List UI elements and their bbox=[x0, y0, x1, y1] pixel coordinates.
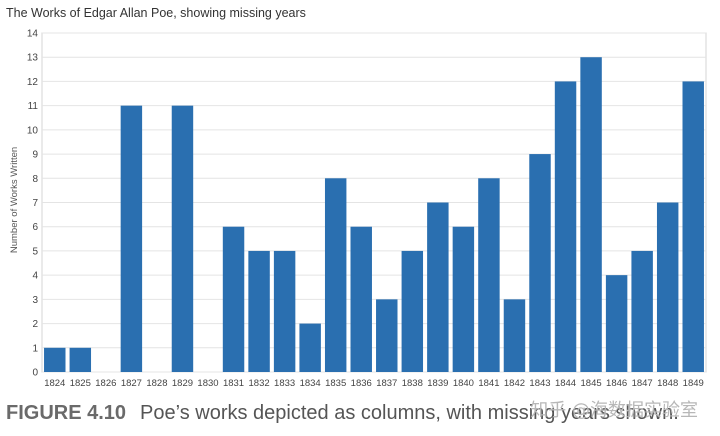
bar-1849 bbox=[682, 81, 704, 372]
x-tick-label: 1824 bbox=[44, 378, 65, 389]
bar-1827 bbox=[120, 105, 143, 373]
y-tick-label: 0 bbox=[32, 368, 38, 379]
bar-1837 bbox=[376, 299, 398, 372]
x-tick-label: 1829 bbox=[172, 378, 193, 389]
y-tick-label: 9 bbox=[32, 150, 38, 161]
x-axis-ticks: 1824 1825 1826 1827 1828 1829 1830 1831 1832 1833… bbox=[44, 378, 704, 389]
bar-1835 bbox=[324, 178, 347, 372]
y-tick-label: 12 bbox=[27, 77, 39, 88]
y-tick-label: 14 bbox=[27, 29, 39, 40]
y-tick-label: 4 bbox=[32, 271, 38, 282]
x-tick-label: 1840 bbox=[453, 378, 474, 389]
x-tick-label: 1837 bbox=[376, 378, 397, 389]
x-tick-label: 1841 bbox=[478, 378, 499, 389]
bar-1838 bbox=[401, 250, 424, 372]
y-tick-label: 13 bbox=[27, 53, 39, 64]
x-tick-label: 1849 bbox=[683, 378, 704, 389]
bar-1839 bbox=[427, 202, 449, 372]
y-tick-label: 1 bbox=[32, 343, 38, 354]
bar-1833 bbox=[273, 250, 296, 372]
bar-1843 bbox=[529, 154, 551, 372]
figure-label: FIGURE 4.10 bbox=[6, 402, 127, 424]
x-tick-label: 1836 bbox=[351, 378, 372, 389]
y-axis-label: Number of Works Written bbox=[9, 147, 20, 253]
x-tick-label: 1843 bbox=[529, 378, 550, 389]
bar-1842 bbox=[503, 299, 526, 372]
bar-1824 bbox=[44, 347, 66, 372]
bar-1846 bbox=[605, 275, 628, 372]
y-tick-label: 6 bbox=[32, 222, 38, 233]
x-tick-label: 1842 bbox=[504, 378, 525, 389]
y-tick-label: 11 bbox=[28, 101, 39, 112]
x-tick-label: 1845 bbox=[581, 378, 602, 389]
y-tick-label: 7 bbox=[32, 198, 38, 209]
bar-1841 bbox=[478, 178, 500, 372]
x-tick-label: 1835 bbox=[325, 378, 346, 389]
chart-title: The Works of Edgar Allan Poe, showing mi… bbox=[6, 6, 306, 20]
x-tick-label: 1827 bbox=[121, 378, 142, 389]
bar-1831 bbox=[222, 226, 245, 372]
bar-1832 bbox=[248, 250, 270, 372]
bar-1848 bbox=[656, 202, 679, 372]
x-tick-label: 1844 bbox=[555, 378, 576, 389]
bar-1834 bbox=[299, 323, 321, 372]
x-tick-label: 1847 bbox=[632, 378, 653, 389]
bar-1847 bbox=[631, 250, 653, 372]
x-tick-label: 1826 bbox=[95, 378, 116, 389]
bar-1840 bbox=[452, 226, 475, 372]
x-tick-label: 1825 bbox=[70, 378, 91, 389]
bar-1825 bbox=[69, 347, 92, 372]
x-tick-label: 1831 bbox=[223, 378, 244, 389]
y-tick-label: 8 bbox=[32, 174, 38, 185]
x-tick-label: 1830 bbox=[197, 378, 218, 389]
y-tick-label: 5 bbox=[32, 246, 38, 257]
watermark: 知乎 @海数据实验室 bbox=[530, 400, 698, 421]
y-tick-label: 10 bbox=[27, 125, 39, 136]
x-tick-label: 1848 bbox=[657, 378, 678, 389]
x-tick-label: 1839 bbox=[427, 378, 448, 389]
bars bbox=[44, 57, 704, 373]
x-tick-label: 1828 bbox=[146, 378, 167, 389]
x-tick-label: 1834 bbox=[300, 378, 321, 389]
bar-1836 bbox=[350, 226, 372, 372]
y-tick-label: 3 bbox=[32, 295, 38, 306]
bar-1844 bbox=[554, 81, 577, 372]
y-tick-label: 2 bbox=[32, 319, 38, 330]
x-tick-label: 1846 bbox=[606, 378, 627, 389]
caption-text: Poe’s works depicted as columns, with mi… bbox=[140, 402, 679, 424]
x-tick-label: 1833 bbox=[274, 378, 295, 389]
x-tick-label: 1832 bbox=[249, 378, 270, 389]
bar-1829 bbox=[171, 105, 194, 373]
bar-1845 bbox=[580, 57, 602, 372]
x-tick-label: 1838 bbox=[402, 378, 423, 389]
figure-caption: FIGURE 4.10 Poe’s works depicted as colum… bbox=[6, 402, 679, 425]
